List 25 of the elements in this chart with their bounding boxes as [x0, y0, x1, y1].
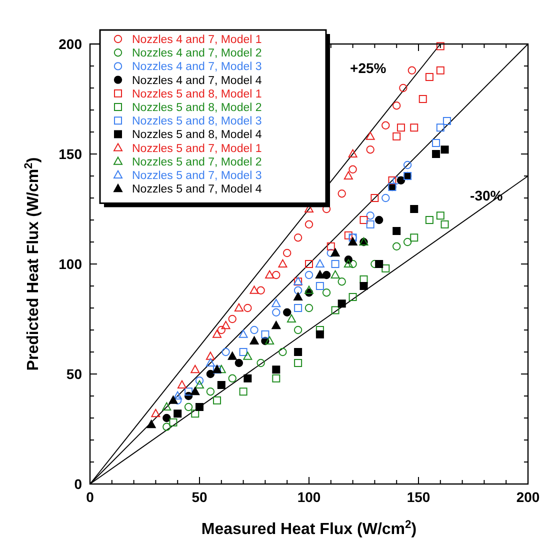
y-tick-label: 150: [58, 146, 82, 162]
x-tick-label: 150: [406, 489, 430, 505]
legend-label: Nozzles 5 and 7, Model 4: [132, 184, 262, 196]
x-axis-title: Measured Heat Flux (W/cm$^{2}$): [201, 519, 417, 538]
legend-label: Nozzles 5 and 7, Model 1: [132, 142, 262, 155]
legend-label: Nozzles 5 and 7, Model 2: [132, 156, 262, 168]
legend-label: Nozzles 5 and 8, Model 1: [132, 88, 262, 100]
x-tick-label: 200: [516, 489, 540, 505]
y-tick-label: 0: [74, 476, 82, 492]
annotation: +25%: [350, 60, 387, 76]
legend-label: Nozzles 5 and 8, Model 2: [132, 102, 262, 114]
legend-label: Nozzles 4 and 7, Model 3: [132, 61, 262, 74]
legend-label: Nozzles 4 and 7, Model 4: [132, 74, 262, 87]
x-tick-label: 50: [192, 489, 208, 505]
legend-label: Nozzles 5 and 8, Model 4: [132, 129, 262, 142]
legend-label: Nozzles 5 and 8, Model 3: [132, 116, 262, 128]
y-tick-label: 200: [58, 36, 82, 52]
annotation: -30%: [470, 188, 504, 204]
y-tick-label: 100: [58, 256, 82, 272]
x-tick-label: 0: [86, 489, 94, 505]
legend-label: Nozzles 5 and 7, Model 3: [132, 170, 262, 182]
legend-label: Nozzles 4 and 7, Model 1: [132, 34, 262, 46]
y-tick-label: 50: [66, 366, 82, 382]
x-tick-label: 100: [297, 489, 321, 505]
legend-label: Nozzles 4 and 7, Model 2: [132, 48, 262, 60]
